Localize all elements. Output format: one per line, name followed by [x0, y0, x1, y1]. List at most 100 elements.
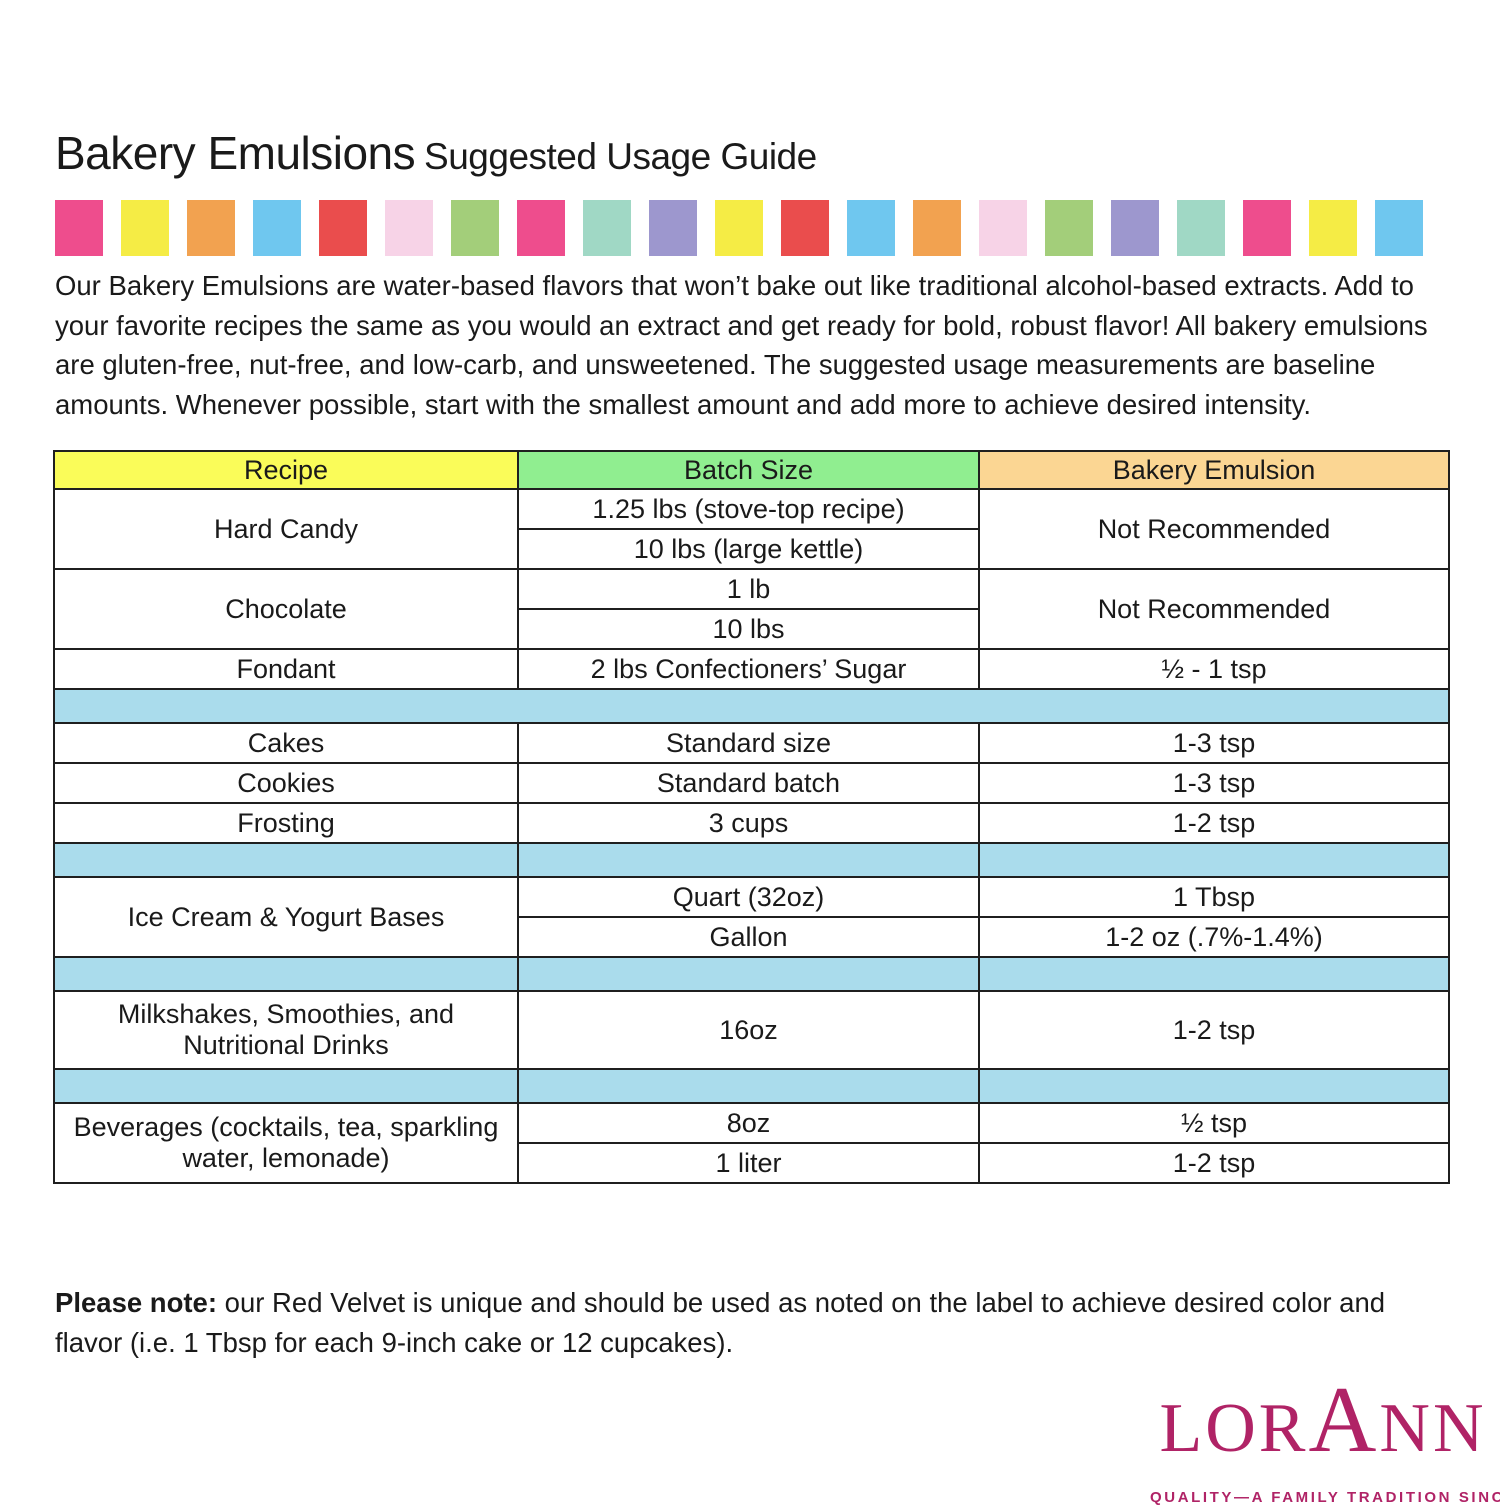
- page-title: Bakery Emulsions Suggested Usage Guide: [55, 126, 817, 180]
- recipe-cakes: Cakes: [53, 722, 519, 764]
- color-square: [715, 200, 763, 256]
- separator-cell: [53, 956, 519, 992]
- emulsion-chocolate: Not Recommended: [978, 568, 1450, 650]
- table-row: Frosting 3 cups 1-2 tsp: [53, 802, 1450, 844]
- note-label: Please note:: [55, 1287, 218, 1318]
- note: Please note: our Red Velvet is unique an…: [55, 1283, 1449, 1363]
- color-square: [1177, 200, 1225, 256]
- table-row: 10 lbs: [54, 608, 1449, 650]
- table-row: Gallon 1-2 oz (.7%-1.4%): [54, 916, 1450, 958]
- color-square: [649, 200, 697, 256]
- note-text: our Red Velvet is unique and should be u…: [55, 1287, 1386, 1358]
- emulsion-beverages-2: 1-2 tsp: [978, 1142, 1450, 1184]
- separator-cell: [517, 956, 980, 992]
- logo-tagline: QUALITY—A FAMILY TRADITION SINCE 1962: [1150, 1489, 1500, 1506]
- color-square: [979, 200, 1027, 256]
- header-bakery-emulsion: Bakery Emulsion: [978, 450, 1450, 490]
- table-row: Ice Cream & Yogurt Bases Quart (32oz) 1 …: [53, 876, 1450, 958]
- separator-cell: [517, 842, 980, 878]
- separator-cell: [978, 1068, 1450, 1104]
- color-square: [1045, 200, 1093, 256]
- emulsion-ice-cream-2: 1-2 oz (.7%-1.4%): [978, 916, 1450, 958]
- logo-text-a: A: [1308, 1368, 1380, 1472]
- color-square: [1309, 200, 1357, 256]
- separator-row: [53, 688, 1450, 724]
- recipe-hard-candy: Hard Candy: [53, 488, 519, 570]
- recipe-milkshakes: Milkshakes, Smoothies, and Nutritional D…: [53, 990, 519, 1070]
- table-row: 1 liter 1-2 tsp: [54, 1142, 1450, 1184]
- emulsion-cakes: 1-3 tsp: [978, 722, 1450, 764]
- table-row: Milkshakes, Smoothies, and Nutritional D…: [53, 990, 1450, 1070]
- lorann-logo: LORANN QUALITY—A FAMILY TRADITION SINCE …: [1150, 1373, 1500, 1506]
- color-square: [781, 200, 829, 256]
- batch-chocolate-2: 10 lbs: [517, 608, 980, 650]
- emulsion-milkshakes: 1-2 tsp: [978, 990, 1450, 1070]
- emulsion-frosting: 1-2 tsp: [978, 802, 1450, 844]
- emulsion-ice-cream-1: 1 Tbsp: [978, 876, 1450, 918]
- table-row: Cookies Standard batch 1-3 tsp: [53, 762, 1450, 804]
- color-square: [847, 200, 895, 256]
- color-square: [517, 200, 565, 256]
- table-row: Chocolate 1 lb Not Recommended: [53, 568, 1450, 650]
- emulsion-fondant: ½ - 1 tsp: [978, 648, 1450, 690]
- usage-table: Recipe Batch Size Bakery Emulsion Hard C…: [53, 450, 1450, 1184]
- color-square: [1375, 200, 1423, 256]
- color-square: [253, 200, 301, 256]
- page-title-main: Bakery Emulsions: [55, 127, 416, 179]
- table-row: Hard Candy 1.25 lbs (stove-top recipe) N…: [53, 488, 1450, 570]
- color-square: [583, 200, 631, 256]
- separator-row: [53, 956, 1450, 992]
- batch-ice-cream-2: Gallon: [517, 916, 980, 958]
- separator-row: [53, 1068, 1450, 1104]
- header-recipe: Recipe: [53, 450, 519, 490]
- batch-ice-cream-1: Quart (32oz): [517, 876, 980, 918]
- color-square: [1243, 200, 1291, 256]
- batch-chocolate-1: 1 lb: [517, 568, 980, 610]
- recipe-beverages: Beverages (cocktails, tea, sparkling wat…: [53, 1102, 519, 1184]
- batch-hard-candy-1: 1.25 lbs (stove-top recipe): [517, 488, 980, 530]
- batch-frosting: 3 cups: [517, 802, 980, 844]
- table-row: 10 lbs (large kettle): [54, 528, 1449, 570]
- batch-cakes: Standard size: [517, 722, 980, 764]
- separator-cell: [53, 1068, 519, 1104]
- batch-milkshakes: 16oz: [517, 990, 980, 1070]
- intro-paragraph: Our Bakery Emulsions are water-based fla…: [55, 270, 1428, 420]
- color-square: [451, 200, 499, 256]
- table-row: Cakes Standard size 1-3 tsp: [53, 722, 1450, 764]
- color-square: [385, 200, 433, 256]
- batch-hard-candy-2: 10 lbs (large kettle): [517, 528, 980, 570]
- table-row: Beverages (cocktails, tea, sparkling wat…: [53, 1102, 1450, 1184]
- header-batch-size: Batch Size: [517, 450, 980, 490]
- color-squares-row: [55, 200, 1445, 256]
- emulsion-beverages-1: ½ tsp: [978, 1102, 1450, 1144]
- recipe-frosting: Frosting: [53, 802, 519, 844]
- logo-text-nn: NN: [1379, 1390, 1487, 1467]
- recipe-fondant: Fondant: [53, 648, 519, 690]
- batch-cookies: Standard batch: [517, 762, 980, 804]
- color-square: [1111, 200, 1159, 256]
- page-title-sub: Suggested Usage Guide: [424, 136, 817, 177]
- color-square: [55, 200, 103, 256]
- color-square: [187, 200, 235, 256]
- separator-row: [53, 842, 1450, 878]
- color-square: [121, 200, 169, 256]
- batch-beverages-2: 1 liter: [517, 1142, 980, 1184]
- separator-cell: [517, 1068, 980, 1104]
- recipe-cookies: Cookies: [53, 762, 519, 804]
- separator-cell: [978, 842, 1450, 878]
- separator-cell: [53, 688, 1450, 724]
- logo-text-lor: LOR: [1159, 1390, 1309, 1467]
- batch-fondant: 2 lbs Confectioners’ Sugar: [517, 648, 980, 690]
- recipe-ice-cream: Ice Cream & Yogurt Bases: [53, 876, 519, 958]
- recipe-chocolate: Chocolate: [53, 568, 519, 650]
- table-header-row: Recipe Batch Size Bakery Emulsion: [53, 450, 1450, 490]
- table-row: Fondant 2 lbs Confectioners’ Sugar ½ - 1…: [53, 648, 1450, 690]
- emulsion-hard-candy: Not Recommended: [978, 488, 1450, 570]
- logo-wordmark: LORANN: [1150, 1373, 1496, 1485]
- emulsion-cookies: 1-3 tsp: [978, 762, 1450, 804]
- batch-beverages-1: 8oz: [517, 1102, 980, 1144]
- separator-cell: [53, 842, 519, 878]
- color-square: [913, 200, 961, 256]
- color-square: [319, 200, 367, 256]
